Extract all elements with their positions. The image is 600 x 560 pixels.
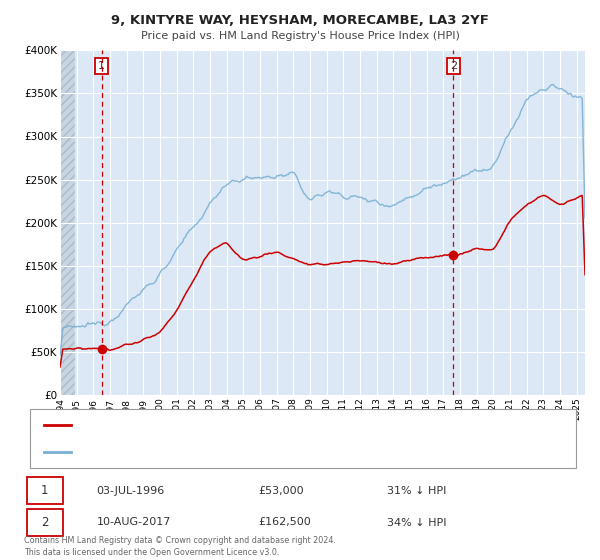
Text: £53,000: £53,000 (259, 486, 304, 496)
Text: 1: 1 (41, 484, 49, 497)
Text: 9, KINTYRE WAY, HEYSHAM, MORECAMBE, LA3 2YF: 9, KINTYRE WAY, HEYSHAM, MORECAMBE, LA3 … (111, 14, 489, 27)
Text: £162,500: £162,500 (259, 517, 311, 528)
FancyBboxPatch shape (27, 509, 63, 536)
Text: 03-JUL-1996: 03-JUL-1996 (97, 486, 165, 496)
FancyBboxPatch shape (30, 409, 576, 468)
Text: 34% ↓ HPI: 34% ↓ HPI (387, 517, 446, 528)
Bar (60, 50, 75, 395)
FancyBboxPatch shape (27, 477, 63, 504)
Text: 31% ↓ HPI: 31% ↓ HPI (387, 486, 446, 496)
Text: Price paid vs. HM Land Registry's House Price Index (HPI): Price paid vs. HM Land Registry's House … (140, 31, 460, 41)
Text: 1: 1 (98, 61, 105, 71)
Text: Contains HM Land Registry data © Crown copyright and database right 2024.
This d: Contains HM Land Registry data © Crown c… (24, 536, 336, 557)
Text: 2: 2 (450, 61, 457, 71)
Text: 9, KINTYRE WAY, HEYSHAM, MORECAMBE, LA3 2YF (detached house): 9, KINTYRE WAY, HEYSHAM, MORECAMBE, LA3 … (79, 419, 437, 430)
Text: 2: 2 (41, 516, 49, 529)
Text: HPI: Average price, detached house, Lancaster: HPI: Average price, detached house, Lanc… (79, 447, 323, 457)
Text: 10-AUG-2017: 10-AUG-2017 (97, 517, 171, 528)
